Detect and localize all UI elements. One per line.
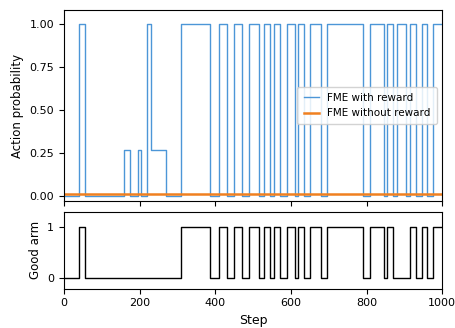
FME with reward — [61, 194, 66, 198]
FME with reward — [384, 22, 389, 26]
FME with reward — [389, 194, 395, 198]
Line: FME with reward: FME with reward — [64, 24, 441, 196]
Y-axis label: Action probability: Action probability — [11, 53, 24, 158]
FME with reward — [216, 22, 221, 26]
FME with reward — [216, 194, 221, 198]
FME with reward — [271, 194, 276, 198]
FME with reward — [76, 22, 81, 26]
Legend: FME with reward, FME without reward: FME with reward, FME without reward — [297, 87, 436, 124]
FME with reward — [178, 22, 183, 26]
Y-axis label: Good arm: Good arm — [29, 221, 41, 279]
FME with reward — [439, 22, 444, 26]
X-axis label: Step: Step — [238, 314, 267, 327]
